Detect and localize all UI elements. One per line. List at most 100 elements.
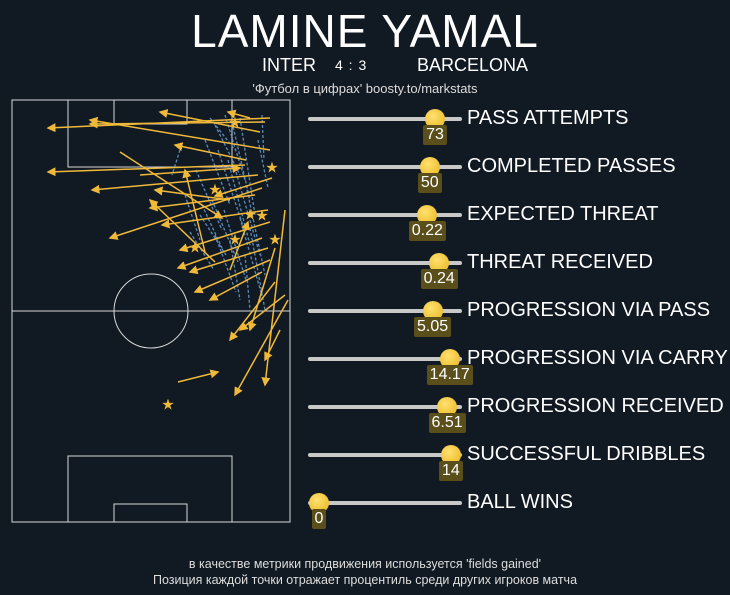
metric-value: 14 (439, 461, 463, 481)
metric-value: 5.05 (414, 317, 452, 337)
percentile-marker (422, 301, 443, 321)
carry-line (239, 217, 263, 297)
metric-label: EXPECTED THREAT (467, 203, 659, 225)
away-team: BARCELONA (417, 55, 529, 75)
metric-label: BALL WINS (467, 491, 573, 513)
percentile-marker (417, 205, 438, 225)
percentile-marker (441, 445, 461, 465)
metric-value: 0.22 (408, 221, 446, 241)
key-pass-star: ★ (161, 396, 174, 414)
page-title: LAMINE YAMAL (191, 5, 539, 57)
percentile-marker (439, 349, 460, 369)
carry-line (235, 171, 261, 256)
penalty-area-top (67, 99, 233, 168)
pass-arrow (182, 168, 206, 253)
pass-arrow (177, 369, 220, 383)
source-credit: 'Футбол в цифрах' boosty.to/markstats (252, 81, 478, 96)
pass-arrow (226, 109, 251, 119)
pitch-lines (11, 99, 291, 523)
footnote-metric: в качестве метрики продвижения используе… (188, 557, 542, 571)
key-pass-star: ★ (243, 206, 256, 224)
metric-label: SUCCESSFUL DRIBBLES (467, 443, 706, 465)
metric-label: PROGRESSION VIA CARRY (467, 347, 728, 369)
percentile-marker (437, 397, 458, 417)
pass-arrow (173, 142, 247, 161)
percentile-bar (308, 501, 462, 505)
metric-label: COMPLETED PASSES (467, 155, 676, 177)
pass-arrow (119, 151, 224, 219)
pass-arrow (229, 281, 276, 342)
metric-label: THREAT RECEIVED (467, 251, 653, 273)
percentile-marker (429, 253, 450, 273)
metric-label: PROGRESSION VIA PASS (467, 299, 711, 321)
carry-line (201, 204, 223, 249)
pass-arrow (188, 247, 269, 275)
pass-arrow (229, 220, 250, 271)
pass-arrow (148, 194, 256, 212)
percentile-marker (309, 493, 329, 513)
pass-arrow (148, 198, 216, 263)
carry-line (171, 149, 181, 176)
metric-value: 0.24 (420, 269, 458, 289)
carry-line (223, 209, 247, 281)
pass-arrow (158, 109, 261, 133)
carry-line (244, 254, 251, 311)
carry-line (204, 139, 231, 206)
pass-arrow (178, 221, 271, 253)
key-pass-star: ★ (255, 207, 268, 225)
pass-arrow (193, 259, 271, 294)
pass-arrow (139, 164, 242, 176)
pass-arrow (176, 237, 263, 270)
pass-arrow (213, 177, 273, 199)
carry-line (229, 239, 241, 301)
match-score: 4 : 3 (335, 57, 368, 73)
goal-area-top (113, 99, 188, 125)
center-circle (113, 273, 189, 349)
percentile-bar (308, 453, 462, 457)
percentile-marker (419, 157, 440, 177)
pass-arrow (264, 329, 281, 362)
percentile-bar (308, 405, 462, 409)
percentile-marker (425, 109, 446, 129)
metric-value: 14.17 (426, 365, 473, 385)
goal-area-bottom (113, 503, 188, 523)
key-pass-stars: ★★★★★★★★★ (161, 114, 281, 414)
metric-value: 6.51 (428, 413, 466, 433)
carry-line (214, 234, 237, 293)
key-pass-star: ★ (228, 231, 241, 249)
carry-line (245, 184, 266, 276)
carry-line (249, 227, 266, 311)
pass-arrow (238, 294, 286, 331)
carry-line (239, 117, 256, 216)
metric-value: 73 (423, 125, 447, 145)
home-team: INTER (262, 55, 316, 75)
percentile-bar (308, 165, 462, 169)
carry-line (189, 231, 215, 271)
carry-line (184, 194, 201, 241)
pass-arrow (247, 247, 276, 332)
percentile-bar (308, 357, 462, 361)
pass-arrow (88, 116, 271, 151)
metric-value: 50 (417, 173, 442, 193)
footnote-percentile: Позиция каждой точки отражает процентиль… (152, 573, 578, 587)
carry-line (199, 214, 227, 256)
key-pass-star: ★ (188, 239, 201, 257)
key-pass-star: ★ (208, 181, 221, 199)
pass-arrow (108, 187, 263, 240)
percentile-bar (308, 309, 462, 313)
metric-value: 0 (311, 509, 327, 529)
metric-label: PROGRESSION RECEIVED (467, 395, 724, 417)
key-pass-star: ★ (228, 114, 241, 132)
key-pass-star: ★ (265, 159, 278, 177)
penalty-area-bottom (67, 455, 233, 523)
metric-label: PASS ATTEMPTS (467, 107, 629, 129)
percentile-bar (308, 117, 462, 121)
percentile-bar (308, 213, 462, 217)
percentile-bar (308, 261, 462, 265)
pass-arrow (234, 299, 289, 397)
pass-arrow (153, 186, 231, 201)
pass-arrows (46, 109, 289, 397)
key-pass-star: ★ (268, 231, 281, 249)
pass-arrow (90, 174, 259, 194)
